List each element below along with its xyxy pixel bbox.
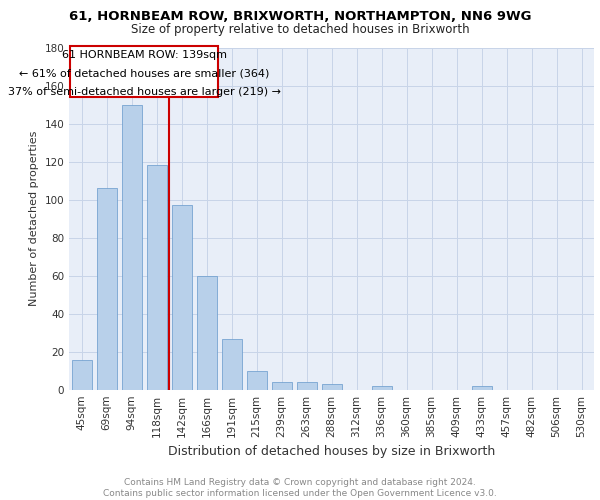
Bar <box>472 386 491 390</box>
Text: 61, HORNBEAM ROW, BRIXWORTH, NORTHAMPTON, NN6 9WG: 61, HORNBEAM ROW, BRIXWORTH, NORTHAMPTON… <box>69 10 531 23</box>
Bar <box>172 206 191 390</box>
Bar <box>322 384 341 390</box>
Y-axis label: Number of detached properties: Number of detached properties <box>29 131 39 306</box>
Bar <box>121 104 142 390</box>
Bar <box>97 188 116 390</box>
Text: 37% of semi-detached houses are larger (219) →: 37% of semi-detached houses are larger (… <box>7 86 281 97</box>
Bar <box>247 371 266 390</box>
Text: ← 61% of detached houses are smaller (364): ← 61% of detached houses are smaller (36… <box>19 68 269 78</box>
Bar <box>146 166 167 390</box>
Bar <box>371 386 392 390</box>
Text: Contains HM Land Registry data © Crown copyright and database right 2024.
Contai: Contains HM Land Registry data © Crown c… <box>103 478 497 498</box>
Bar <box>296 382 317 390</box>
Bar <box>221 338 241 390</box>
Bar <box>71 360 91 390</box>
Text: Size of property relative to detached houses in Brixworth: Size of property relative to detached ho… <box>131 22 469 36</box>
X-axis label: Distribution of detached houses by size in Brixworth: Distribution of detached houses by size … <box>168 446 495 458</box>
Bar <box>197 276 217 390</box>
Text: 61 HORNBEAM ROW: 139sqm: 61 HORNBEAM ROW: 139sqm <box>62 50 227 60</box>
Bar <box>271 382 292 390</box>
Bar <box>70 46 218 97</box>
